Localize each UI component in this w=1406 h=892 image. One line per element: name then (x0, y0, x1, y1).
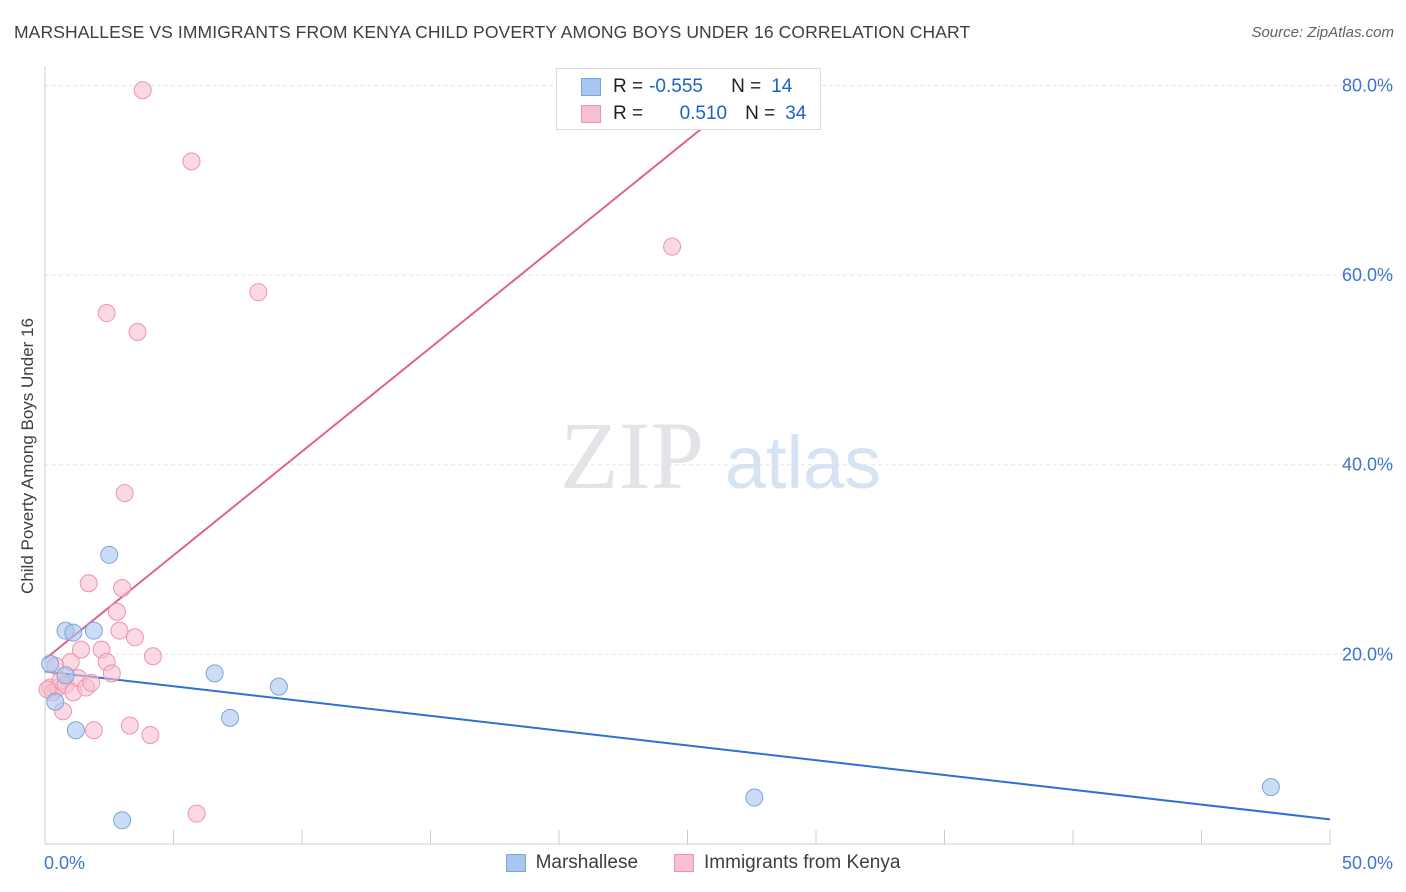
point-kenya (249, 283, 268, 302)
point-kenya (107, 602, 126, 621)
point-kenya (113, 579, 132, 597)
point-marshallese (66, 721, 85, 740)
source-label: Source: ZipAtlas.com (1251, 24, 1394, 41)
r-value-marshallese: -0.555 (649, 76, 703, 97)
r-label: R = (613, 103, 644, 124)
point-kenya (663, 237, 682, 256)
data-points (38, 81, 1280, 830)
x-tick-label-min: 0.0% (44, 853, 85, 873)
axes (44, 66, 1331, 845)
point-marshallese (84, 621, 103, 640)
watermark-atlas: atlas (725, 421, 881, 504)
point-kenya (128, 323, 147, 341)
point-kenya (115, 484, 134, 503)
point-marshallese (113, 811, 132, 830)
series-legend: Marshallese Immigrants from Kenya (0, 852, 1406, 874)
point-kenya (143, 647, 162, 666)
point-kenya (110, 621, 129, 640)
point-marshallese (46, 692, 65, 711)
point-kenya (71, 640, 90, 659)
y-tick-label: 80.0% (1342, 75, 1393, 95)
watermark: ZIP atlas (560, 402, 881, 509)
point-kenya (97, 304, 116, 323)
kenya-swatch (581, 105, 601, 123)
marshallese-legend-swatch (505, 854, 526, 872)
legend-row-kenya: R = 0.510 N = 34 (581, 102, 806, 126)
point-marshallese (205, 664, 224, 683)
trendline-marshallese (44, 670, 1331, 821)
correlation-legend: R = -0.555 N = 14 R = 0.510 N = 34 (556, 68, 821, 130)
legend-label-kenya: Immigrants from Kenya (704, 852, 901, 873)
point-kenya (133, 81, 152, 100)
trendlines (44, 122, 1331, 821)
legend-item-kenya[interactable]: Immigrants from Kenya (674, 852, 900, 874)
trendline-kenya (44, 122, 709, 660)
point-kenya (182, 152, 201, 171)
kenya-legend-swatch (674, 854, 695, 872)
x-tick-label-max: 50.0% (1342, 853, 1393, 873)
legend-label-marshallese: Marshallese (535, 852, 639, 873)
y-axis-label: Child Poverty Among Boys Under 16 (18, 318, 37, 594)
n-label: N = (731, 76, 762, 97)
gridlines (45, 84, 1393, 655)
point-kenya (102, 664, 121, 683)
point-kenya (187, 804, 206, 823)
chart-title: MARSHALLESE VS IMMIGRANTS FROM KENYA CHI… (14, 22, 971, 42)
y-tick-label: 20.0% (1342, 644, 1393, 664)
point-marshallese (64, 623, 83, 642)
y-tick-label: 60.0% (1342, 265, 1393, 285)
point-kenya (79, 574, 98, 593)
point-kenya (84, 721, 103, 740)
legend-item-marshallese[interactable]: Marshallese (505, 852, 639, 874)
point-marshallese (56, 666, 75, 685)
point-marshallese (269, 677, 288, 696)
y-tick-label: 40.0% (1342, 455, 1393, 475)
point-marshallese (1261, 778, 1280, 797)
point-marshallese (100, 545, 119, 564)
n-value-marshallese: 14 (771, 76, 793, 97)
point-marshallese (221, 708, 240, 727)
point-kenya (125, 628, 144, 647)
point-marshallese (745, 788, 764, 807)
r-label: R = (613, 76, 644, 97)
r-value-kenya: 0.510 (679, 103, 728, 124)
n-label: N = (745, 103, 776, 124)
marshallese-swatch (581, 78, 601, 96)
point-kenya (120, 716, 139, 735)
n-value-kenya: 34 (785, 103, 807, 124)
watermark-zip: ZIP (560, 402, 704, 509)
tick-labels: 20.0% 40.0% 60.0% 80.0% 0.0% 50.0% Child Pover… (18, 75, 1393, 873)
point-kenya (82, 673, 101, 692)
point-marshallese (41, 654, 60, 673)
legend-row-marshallese: R = -0.555 N = 14 (581, 75, 792, 99)
point-kenya (141, 725, 160, 744)
